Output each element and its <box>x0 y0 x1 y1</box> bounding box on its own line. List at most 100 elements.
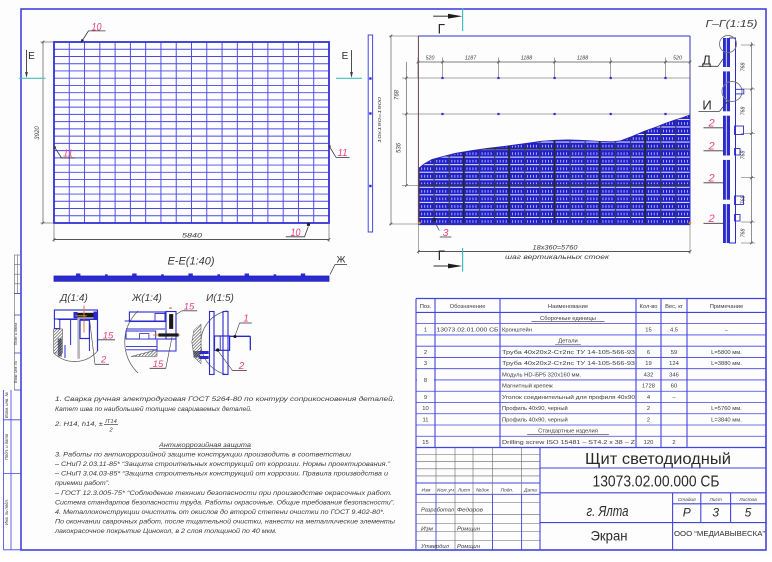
svg-text:2: 2 <box>108 427 113 433</box>
svg-text:2: 2 <box>707 173 714 185</box>
svg-text:– СНиП 3.04.03-85* “Защита стр: – СНиП 3.04.03-85* “Защита строительных … <box>54 470 389 478</box>
svg-text:Д(1:4): Д(1:4) <box>59 293 88 304</box>
svg-text:4: 4 <box>647 395 651 401</box>
svg-text:Подп. и дата: Подп. и дата <box>4 433 9 460</box>
svg-text:3: 3 <box>443 227 449 239</box>
svg-text:1187: 1187 <box>465 56 477 62</box>
svg-text:лакокрасочное покрытие Цинокол: лакокрасочное покрытие Цинокол, в 2 слоя… <box>54 527 277 535</box>
svg-text:Г–Г(1:15): Г–Г(1:15) <box>706 18 758 30</box>
svg-text:Г: Г <box>438 248 446 263</box>
svg-text:Утвердил: Утвердил <box>420 544 449 550</box>
svg-text:г. Ялта: г. Ялта <box>587 503 629 520</box>
svg-text:10: 10 <box>291 227 302 239</box>
svg-text:Поз.: Поз. <box>420 304 432 310</box>
svg-text:Е: Е <box>342 51 349 62</box>
svg-text:1188: 1188 <box>577 56 588 62</box>
svg-text:Система стандартов безопасност: Система стандартов безопасности труда. Р… <box>55 498 395 506</box>
svg-text:19: 19 <box>645 361 651 367</box>
svg-text:Инв. № подл.: Инв. № подл. <box>4 499 9 525</box>
svg-text:520: 520 <box>673 56 682 62</box>
svg-text:№док: №док <box>476 488 490 494</box>
svg-text:Изм: Изм <box>421 527 433 533</box>
svg-text:15: 15 <box>153 359 164 370</box>
svg-text:13073.02.01.000 СБ: 13073.02.01.000 СБ <box>437 327 499 333</box>
svg-text:Кол-во: Кол-во <box>639 304 657 310</box>
svg-text:Труба 40х20х2-Ст2пс ТУ 14-105-: Труба 40х20х2-Ст2пс ТУ 14-105-566-93 <box>502 350 635 356</box>
svg-text:2: 2 <box>707 141 714 153</box>
svg-text:1728: 1728 <box>642 384 655 390</box>
svg-text:2: 2 <box>238 361 245 372</box>
svg-text:8: 8 <box>424 378 427 384</box>
svg-text:2: 2 <box>647 417 650 423</box>
svg-text:Стадия: Стадия <box>678 497 696 503</box>
svg-text:Профиль 40х90, черный: Профиль 40х90, черный <box>502 416 568 423</box>
svg-text:Обозначение: Обозначение <box>450 304 486 310</box>
svg-text:Лист: Лист <box>457 488 470 494</box>
svg-text:536: 536 <box>396 142 402 153</box>
svg-text:5840: 5840 <box>182 232 202 239</box>
svg-text:11: 11 <box>422 417 428 423</box>
svg-text:И(1:5): И(1:5) <box>206 293 234 304</box>
svg-text:Е-Е(1:40): Е-Е(1:40) <box>167 256 214 268</box>
svg-text:Ромщин: Ромщин <box>457 527 480 533</box>
svg-text:1: 1 <box>424 327 427 333</box>
svg-text:2: 2 <box>100 355 107 366</box>
svg-text:11: 11 <box>338 148 348 159</box>
svg-text:Катет шва по наибольшей толщи: Катет шва по наибольшей толщине сваривае… <box>55 405 252 413</box>
svg-text:L=3880 мм.: L=3880 мм. <box>711 361 742 367</box>
svg-text:3: 3 <box>712 506 719 520</box>
svg-text:Сборочные единицы: Сборочные единицы <box>540 316 596 322</box>
svg-text:Модуль HD-i5P5 320х160 мм.: Модуль HD-i5P5 320х160 мм. <box>502 372 581 378</box>
svg-text:Экран: Экран <box>591 528 628 544</box>
svg-text:3: 3 <box>424 361 427 367</box>
svg-text:Стандартные изделия: Стандартные изделия <box>538 429 598 435</box>
svg-text:768: 768 <box>741 151 747 160</box>
svg-text:Е: Е <box>28 51 35 62</box>
svg-text:59: 59 <box>671 350 677 356</box>
svg-text:Уголок соединительный для проф: Уголок соединительный для профиля 40х90 <box>502 394 635 401</box>
svg-text:13073.02.00.000 СБ: 13073.02.00.000 СБ <box>593 474 720 491</box>
svg-text:Федоров: Федоров <box>457 508 483 514</box>
svg-text:Дата: Дата <box>523 488 537 494</box>
svg-text:2: 2 <box>672 440 675 446</box>
svg-text:Взам. инв. №: Взам. инв. № <box>14 361 18 383</box>
svg-text:120: 120 <box>644 440 654 446</box>
svg-text:10: 10 <box>92 22 103 34</box>
svg-text:1. Сварка ручная электродуго: 1. Сварка ручная электродуговая ГОСТ 526… <box>55 395 395 403</box>
svg-text:Профиль 40х90, черный: Профиль 40х90, черный <box>502 405 568 412</box>
svg-text:10х190=1900: 10х190=1900 <box>377 96 382 143</box>
svg-text:18х360=5760: 18х360=5760 <box>533 244 578 251</box>
svg-text:Изм: Изм <box>422 488 432 494</box>
svg-text:–: – <box>725 327 729 333</box>
svg-text:Ромщин: Ромщин <box>457 544 480 550</box>
svg-text:приемки работ”.: приемки работ”. <box>55 479 110 487</box>
svg-text:15: 15 <box>422 440 428 446</box>
svg-text:4. Металлоконструкции очистить: 4. Металлоконструкции очистить от окисло… <box>55 508 385 516</box>
svg-text:L=5760 мм.: L=5760 мм. <box>711 406 742 412</box>
svg-text:1: 1 <box>243 314 249 325</box>
svg-text:3920: 3920 <box>35 126 41 140</box>
svg-text:Ж: Ж <box>337 255 346 266</box>
svg-text:4,5: 4,5 <box>670 327 678 333</box>
svg-text:2. Н14, h14, ±: 2. Н14, h14, ± <box>54 421 104 428</box>
svg-text:Щит светодиодный: Щит светодиодный <box>585 451 731 468</box>
svg-text:Листов: Листов <box>738 497 757 503</box>
svg-text:Подп.: Подп. <box>501 488 514 494</box>
svg-text:шаг вертикальных стоек: шаг вертикальных стоек <box>505 254 610 261</box>
svg-text:Труба 40х20х2-Ст2пс ТУ 14-105-: Труба 40х20х2-Ст2пс ТУ 14-105-566-93 <box>502 361 635 367</box>
svg-text:60: 60 <box>671 384 677 390</box>
svg-text:– ГОСТ 12.3.005-75* “Соблюдени: – ГОСТ 12.3.005-75* “Соблюдение техники … <box>54 489 392 497</box>
svg-text:– СНиП 2.03.11-85* “Защита стр: – СНиП 2.03.11-85* “Защита строительных … <box>54 460 391 468</box>
svg-text:768: 768 <box>741 107 747 116</box>
svg-text:9: 9 <box>424 395 427 401</box>
svg-text:346: 346 <box>669 372 679 378</box>
svg-text:L=5800 мм.: L=5800 мм. <box>711 350 742 356</box>
svg-text:Подп. и дата: Подп. и дата <box>14 323 18 346</box>
svg-text:2: 2 <box>647 406 650 412</box>
svg-text:124: 124 <box>669 361 679 367</box>
svg-text:Drilling screw ISO 15481 – ST: Drilling screw ISO 15481 – ST4.2 х 38 – … <box>502 440 636 446</box>
svg-text:520: 520 <box>426 56 435 62</box>
svg-text:По окончании сварочных работ,: По окончании сварочных работ, после тщат… <box>55 518 395 526</box>
svg-text:Примечание: Примечание <box>710 304 744 310</box>
svg-text:–: – <box>672 395 676 401</box>
